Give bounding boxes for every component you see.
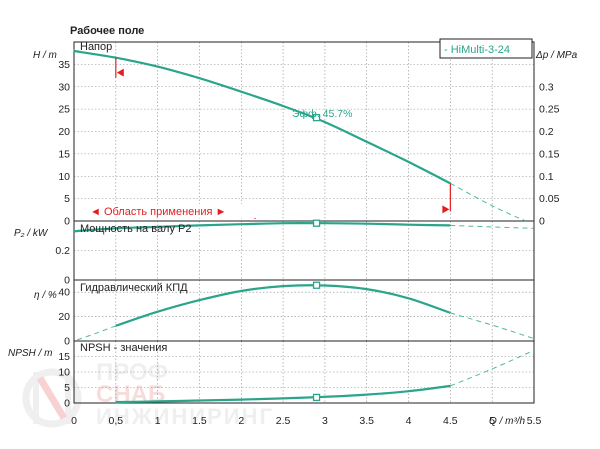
operating-point-power — [312, 219, 321, 227]
xlabel: Q / m³/h — [489, 416, 526, 427]
range-start-arrow — [116, 68, 124, 77]
ylabel-head: H / m — [33, 50, 57, 61]
y-tick-label: 0.2 — [55, 245, 70, 257]
ylabel-pressure: Δp / MPa — [535, 50, 578, 61]
application-range-banner — [86, 204, 259, 218]
y-tick-label: 10 — [58, 171, 70, 183]
y-tick-label: 15 — [58, 148, 70, 160]
x-tick-label: 2 — [238, 415, 244, 427]
y-right-tick-label: 0.05 — [539, 193, 560, 205]
operating-point-npsh — [312, 393, 321, 402]
y-right-tick-label: 0 — [539, 216, 545, 228]
watermark-line1: ПРОФ — [96, 359, 168, 386]
y-tick-label: 35 — [58, 59, 70, 71]
y-tick-label: 0 — [64, 216, 70, 228]
x-tick-label: 0 — [71, 415, 77, 427]
y-right-tick-label: 0.2 — [539, 126, 554, 138]
panel-frame-npsh — [73, 340, 535, 404]
markers — [115, 57, 451, 402]
y-tick-label: 30 — [58, 81, 70, 93]
curves — [73, 49, 535, 404]
curve-power — [73, 221, 451, 233]
curve-extension-power — [450, 224, 535, 229]
ylabel-npsh: NPSH / m — [8, 348, 52, 359]
x-tick-label: 1.5 — [192, 415, 207, 427]
y-tick-label: 40 — [58, 287, 70, 299]
operating-point-efficiency — [312, 281, 321, 289]
y-right-tick-label: 0.15 — [539, 148, 560, 160]
y-right-tick-label: 0.3 — [539, 81, 554, 93]
panel-label-npsh: NPSH - значения — [80, 342, 167, 354]
curve-npsh — [115, 384, 451, 404]
axes — [73, 41, 535, 404]
y-tick-label: 0 — [64, 275, 70, 287]
x-tick-label: 3 — [322, 415, 328, 427]
curve-extension-npsh — [450, 349, 535, 387]
panel-label-head: Напор — [80, 41, 112, 53]
panel-label-efficiency: Гидравлический КПД — [80, 282, 188, 294]
curve-efficiency — [115, 284, 451, 327]
y-tick-label: 15 — [58, 351, 70, 363]
y-tick-label: 10 — [58, 367, 70, 379]
y-tick-label: 5 — [64, 382, 70, 394]
tick-labels: 0510152025303500.050.10.150.20.250.300.2… — [55, 59, 559, 427]
y-tick-label: 25 — [58, 104, 70, 116]
grid — [74, 42, 534, 403]
x-tick-label: 5 — [489, 415, 495, 427]
panel-frame-head — [73, 41, 535, 222]
x-tick-label: 2.5 — [276, 415, 291, 427]
y-tick-label: 0 — [64, 398, 70, 410]
x-tick-label: 4.5 — [443, 415, 458, 427]
ylabel-efficiency: η / % — [34, 290, 57, 301]
x-tick-label: 3.5 — [359, 415, 374, 427]
y-right-tick-label: 0.25 — [539, 104, 560, 116]
y-tick-label: 5 — [64, 193, 70, 205]
x-tick-label: 1 — [155, 415, 161, 427]
legend-entry: - HiMulti-3-24 — [444, 44, 510, 56]
range-end-arrow — [442, 205, 450, 214]
y-tick-label: 20 — [58, 311, 70, 323]
curve-extension-efficiency — [450, 312, 535, 340]
application-range-label: ◄ Область применения ► — [90, 206, 226, 218]
y-tick-label: 20 — [58, 126, 70, 138]
x-tick-label: 5.5 — [527, 415, 542, 427]
operating-point-head — [312, 113, 321, 122]
curve-head — [73, 49, 451, 185]
curve-extension-efficiency — [73, 325, 116, 342]
y-right-tick-label: 0.1 — [539, 171, 554, 183]
y-tick-label: 0 — [64, 336, 70, 348]
efficiency-label: Эфф. 45.7% — [292, 108, 352, 120]
curve-extension-head — [450, 182, 526, 222]
chart-title: Рабочее поле — [70, 25, 144, 37]
x-tick-label: 0,5 — [109, 415, 124, 427]
x-tick-label: 4 — [406, 415, 412, 427]
watermark-line3: ИНЖИНИРИНГ — [96, 404, 274, 429]
legend-box — [439, 38, 533, 59]
panel-label-power: Мощность на валу P2 — [80, 223, 192, 235]
ylabel-power: P₂ / kW — [14, 228, 49, 239]
